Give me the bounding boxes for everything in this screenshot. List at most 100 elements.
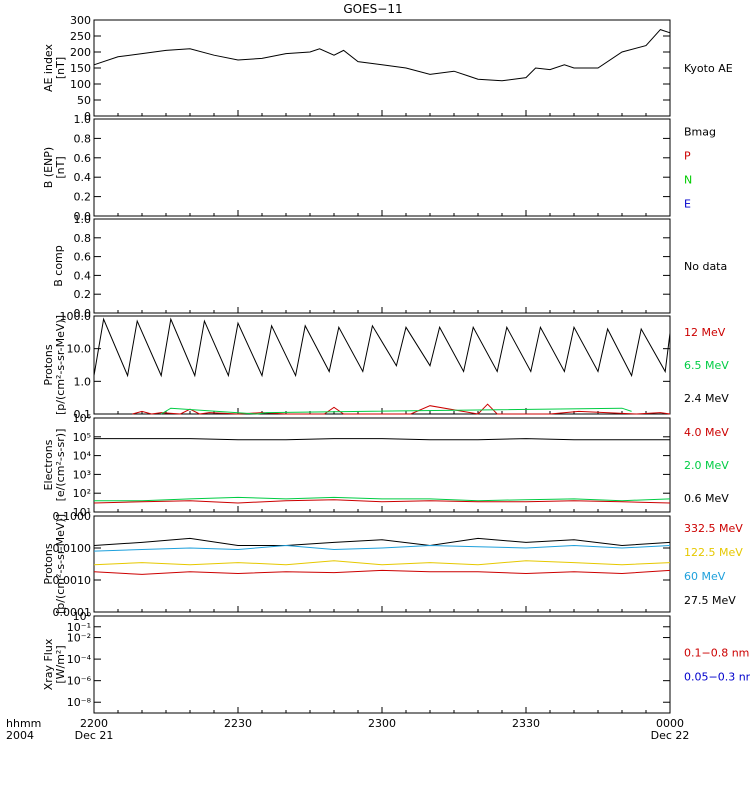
legend-entry: P: [684, 150, 691, 163]
y-axis-label: [nT]: [54, 156, 67, 178]
x-tick-date: Dec 21: [75, 729, 114, 742]
legend-entry: 0.05−0.3 nm: [684, 671, 750, 684]
series-4-0-mev: [93, 499, 671, 504]
y-tick-label: 10³: [73, 468, 91, 481]
y-axis-label: [e/(cm²-s-sr)]: [54, 429, 67, 502]
y-tick-label: 1.0: [74, 375, 92, 388]
legend-entry: N: [684, 174, 692, 187]
y-tick-label: 10⁶: [73, 412, 92, 425]
legend-entry: 122.5 MeV: [684, 546, 743, 559]
y-tick-label: 0: [84, 110, 91, 123]
y-tick-label: 10⁻¹: [67, 621, 91, 634]
series-0-6-mev: [94, 438, 670, 441]
series-kyoto-ae: [93, 29, 671, 82]
plot-title: GOES−11: [343, 2, 402, 16]
y-axis-label: B comp: [52, 245, 65, 287]
legend-entry: 60 MeV: [684, 570, 726, 583]
y-tick-label: 100.0: [60, 310, 92, 323]
series-27-5-mev: [93, 537, 671, 547]
x-tick-label: 2200: [80, 717, 108, 730]
panel-electrons: 10¹ 10² 10³ 10⁴ 10⁵ 10⁶ Electrons [e/(cm²-s-sr)…: [42, 412, 729, 519]
y-tick-label: 10⁴: [73, 450, 92, 463]
legend-entry: Bmag: [684, 126, 716, 139]
y-tick-label: 10¹: [73, 506, 91, 519]
panel-ae: 0 50 100 150 200 250 300 AE index [nT] Kyoto AE: [42, 14, 733, 123]
y-tick-label: 0.8: [74, 232, 92, 245]
y-axis-label: Xray Flux: [42, 638, 55, 690]
y-axis-label: Protons: [42, 543, 55, 584]
y-tick-label: 0.2: [74, 288, 92, 301]
time-axis-row-label-year: 2004: [6, 729, 34, 742]
y-axis-label: [nT]: [54, 57, 67, 79]
y-tick-label: 0.1000: [53, 510, 92, 523]
y-tick-label: 1.0: [74, 213, 92, 226]
y-tick-label: 10⁻⁶: [67, 675, 92, 688]
y-tick-label: 10⁻⁴: [67, 653, 92, 666]
y-tick-label: 50: [77, 94, 91, 107]
y-tick-label: 10⁻²: [67, 632, 91, 645]
y-tick-label: 0.0: [74, 210, 92, 223]
legend-entry: 0.1−0.8 nm: [684, 647, 749, 660]
panel-frame: [93, 218, 671, 314]
y-tick-label: 10⁰: [73, 610, 92, 623]
y-axis-label: AE index: [42, 43, 55, 92]
panel-bcomp: 0.0 0.2 0.4 0.6 0.8 1.0 B comp No data: [52, 213, 727, 320]
panel-frame: [93, 615, 671, 714]
legend-entry: 4.0 MeV: [684, 426, 729, 439]
y-tick-label: 250: [70, 30, 91, 43]
y-tick-label: 0.0001: [53, 606, 92, 619]
time-axis-row-label-hhmm: hhmm: [6, 717, 41, 730]
x-tick-label: 2230: [224, 717, 252, 730]
series-332-5-mev: [93, 569, 671, 575]
panel-frame: [93, 315, 671, 415]
y-tick-label: 10.0: [67, 343, 92, 356]
y-tick-label: 0.8: [74, 132, 92, 145]
panel-frame: [93, 118, 671, 217]
series-2-4-mev: [93, 317, 671, 378]
x-tick-label: 2300: [368, 717, 396, 730]
y-tick-label: 0.0100: [53, 542, 92, 555]
y-tick-label: 300: [70, 14, 91, 27]
legend-entry: Kyoto AE: [684, 62, 733, 75]
panel-frame: [93, 417, 671, 513]
y-axis-label: Protons: [42, 344, 55, 385]
series-122-5-mev: [93, 560, 671, 566]
series-60-mev: [93, 544, 671, 552]
y-tick-label: 10²: [73, 487, 91, 500]
legend-entry: No data: [684, 260, 727, 273]
y-axis-label: Electrons: [42, 439, 55, 490]
y-tick-label: 100: [70, 78, 91, 91]
legend-entry: E: [684, 198, 691, 211]
legend-entry: 2.4 MeV: [684, 392, 729, 405]
y-tick-label: 0.0010: [53, 574, 92, 587]
y-tick-label: 0.4: [74, 171, 92, 184]
panel-protons_lo: 0.0001 0.0010 0.0100 0.1000 Protons [p/(cm²-s…: [42, 510, 743, 619]
y-tick-label: 200: [70, 46, 91, 59]
legend-entry: 0.6 MeV: [684, 492, 729, 505]
y-tick-label: 0.2: [74, 191, 92, 204]
y-tick-label: 150: [70, 62, 91, 75]
y-tick-label: 1.0: [74, 113, 92, 126]
legend-entry: 27.5 MeV: [684, 594, 736, 607]
series-2-0-mev: [94, 496, 671, 502]
legend-entry: 12 MeV: [684, 326, 726, 339]
panel-bfield: 0.0 0.2 0.4 0.6 0.8 1.0 B (ENP) [nT] Bmag PNE: [42, 113, 716, 223]
legend-entry: 2.0 MeV: [684, 459, 729, 472]
x-tick-label: 2330: [512, 717, 540, 730]
x-tick-date: Dec 22: [651, 729, 690, 742]
y-axis-label: B (ENP): [42, 147, 55, 188]
y-tick-label: 10⁻⁸: [67, 696, 92, 709]
legend-entry: 332.5 MeV: [684, 522, 743, 535]
y-tick-label: 0.1: [74, 408, 92, 421]
y-axis-label: [p/(cm²-s-sr-MeV)]: [54, 514, 67, 614]
y-axis-label: [W/m²]: [54, 645, 67, 683]
y-tick-label: 0.6: [74, 152, 92, 165]
y-tick-label: 0.6: [74, 251, 92, 264]
y-tick-label: 0.0: [74, 307, 92, 320]
y-axis-label: [p/(cm²-s-sr-MeV)]: [54, 315, 67, 415]
series-12-mev: [132, 403, 671, 415]
